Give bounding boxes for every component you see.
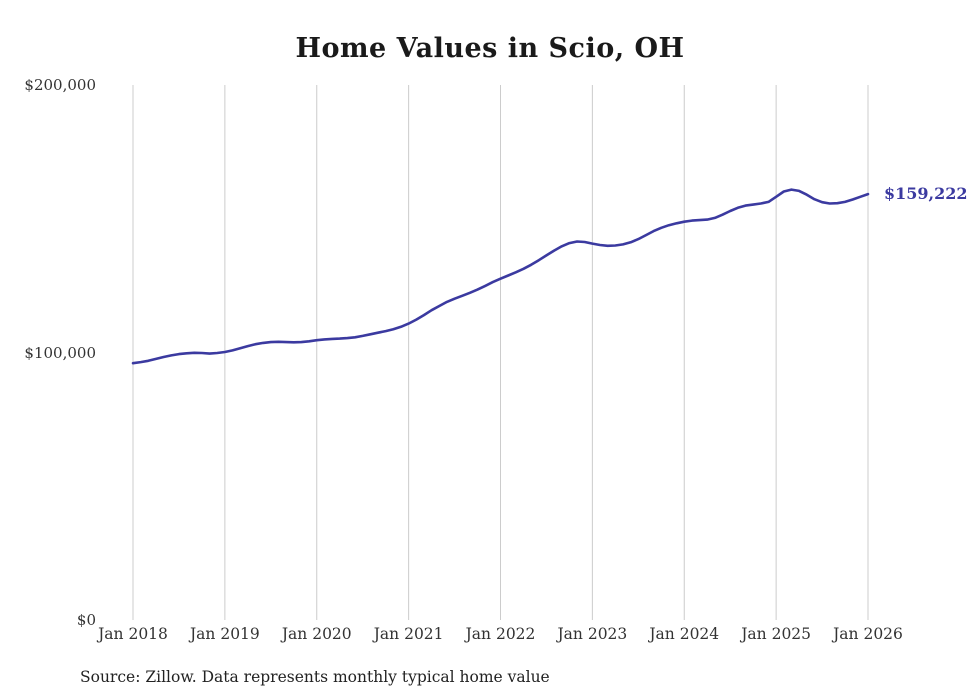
home-value-line xyxy=(131,188,870,365)
x-axis-label: Jan 2019 xyxy=(189,625,260,643)
x-axis-label: Jan 2020 xyxy=(281,625,352,643)
chart-title: Home Values in Scio, OH xyxy=(295,33,685,64)
x-axis-label: Jan 2024 xyxy=(649,625,720,643)
y-axis-label: $0 xyxy=(76,611,96,629)
y-axis-label: $200,000 xyxy=(24,76,96,94)
x-axis-label: Jan 2026 xyxy=(833,625,903,643)
year-gridlines xyxy=(132,85,869,620)
x-axis-label: Jan 2022 xyxy=(465,625,536,643)
x-axis-label: Jan 2025 xyxy=(741,625,812,643)
y-axis-label: $100,000 xyxy=(24,343,96,362)
x-axis-label: Jan 2023 xyxy=(557,625,628,643)
x-axis-label: Jan 2018 xyxy=(98,625,168,643)
latest-value-label: $159,222 xyxy=(884,184,968,204)
x-axis-label: Jan 2021 xyxy=(373,625,444,643)
source-note: Source: Zillow. Data represents monthly … xyxy=(80,668,550,686)
